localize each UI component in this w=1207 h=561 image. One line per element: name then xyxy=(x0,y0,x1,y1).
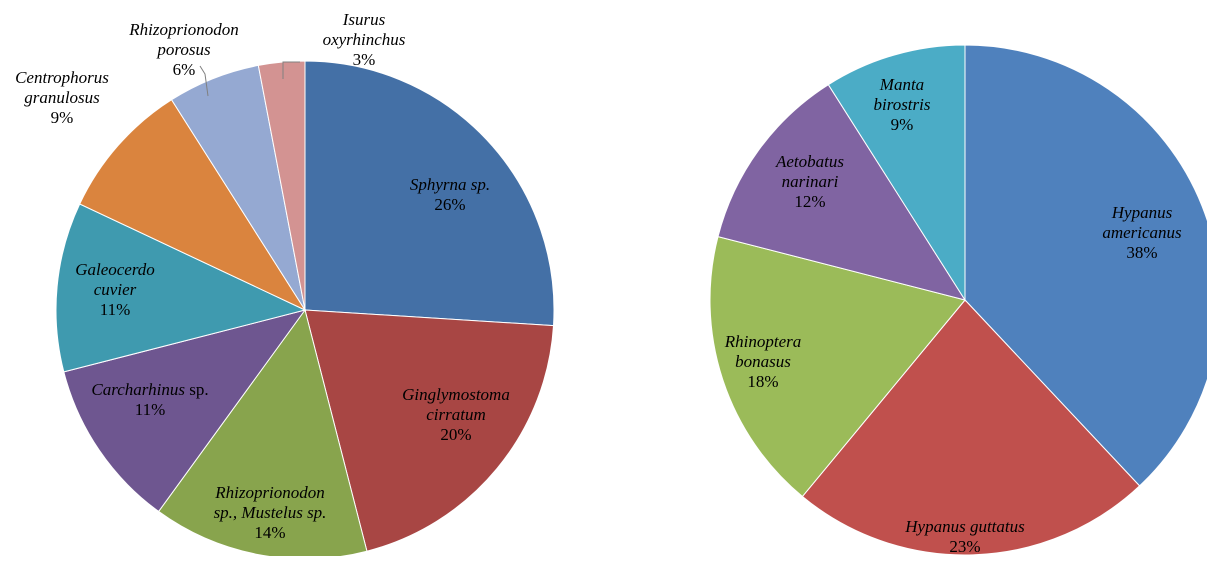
pie-slice-rhinoptera-bonasus xyxy=(709,235,966,498)
pie-slice-galeocerdo-cuvier xyxy=(55,203,307,373)
pie-slice-hypanus-guttatus xyxy=(801,299,1141,556)
slice-label-rhinoptera-bonasus: Rhinoptera bonasus 18% xyxy=(724,332,802,391)
slice-label-isurus-oxyrhinchus: Isurus oxyrhinchus 3% xyxy=(323,10,406,69)
slice-label-hypanus-guttatus: Hypanus guttatus 23% xyxy=(904,517,1025,556)
pie-slice-isurus-oxyrhinchus xyxy=(257,60,306,311)
slice-label-rhizoprionodon-sp-mustelus-sp: Rhizoprionodon sp., Mustelus sp. 14% xyxy=(214,483,327,542)
ray-species-pie: Hypanus americanus 38% Hypanus guttatus 23% R… xyxy=(709,44,1207,556)
pie-slice-manta-birostris xyxy=(827,44,966,302)
pie-slice-ginglymostoma-cirratum xyxy=(304,309,555,552)
pie-slice-hypanus-americanus xyxy=(964,44,1207,487)
pie-slice-centrophorus-granulosus xyxy=(79,99,307,312)
shark-species-pie: Sphyrna sp. 26% Ginglymostoma cirratum 20% Rh… xyxy=(15,10,555,560)
pie-slice-rhizoprionodon-sp-mustelus-sp xyxy=(157,308,368,560)
slice-label-aetobatus-narinari: Aetobatus narinari 12% xyxy=(775,152,844,211)
slice-label-rhizoprionodon-porosus: Rhizoprionodon porosus 6% xyxy=(128,20,239,79)
slice-label-carcharhinus-sp: Carcharhinus sp. 11% xyxy=(91,380,208,419)
pie-slice-sphyrna-sp xyxy=(304,60,555,327)
pie-slice-carcharhinus-sp xyxy=(63,309,307,513)
slice-label-hypanus-americanus: Hypanus americanus 38% xyxy=(1102,203,1182,262)
pie-slice-aetobatus-narinari xyxy=(717,84,967,301)
slice-label-galeocerdo-cuvier: Galeocerdo cuvier 11% xyxy=(75,260,155,319)
leader-line-rhizoprionodon-porosus xyxy=(199,65,209,97)
leader-line-isurus-oxyrhinchus xyxy=(282,61,300,79)
slice-label-centrophorus-granulosus: Centrophorus granulosus 9% xyxy=(15,68,109,127)
slice-label-manta-birostris: Manta birostris 9% xyxy=(873,75,930,134)
slice-label-ginglymostoma-cirratum: Ginglymostoma cirratum 20% xyxy=(402,385,510,444)
slice-label-sphyrna-sp: Sphyrna sp. 26% xyxy=(410,175,490,214)
